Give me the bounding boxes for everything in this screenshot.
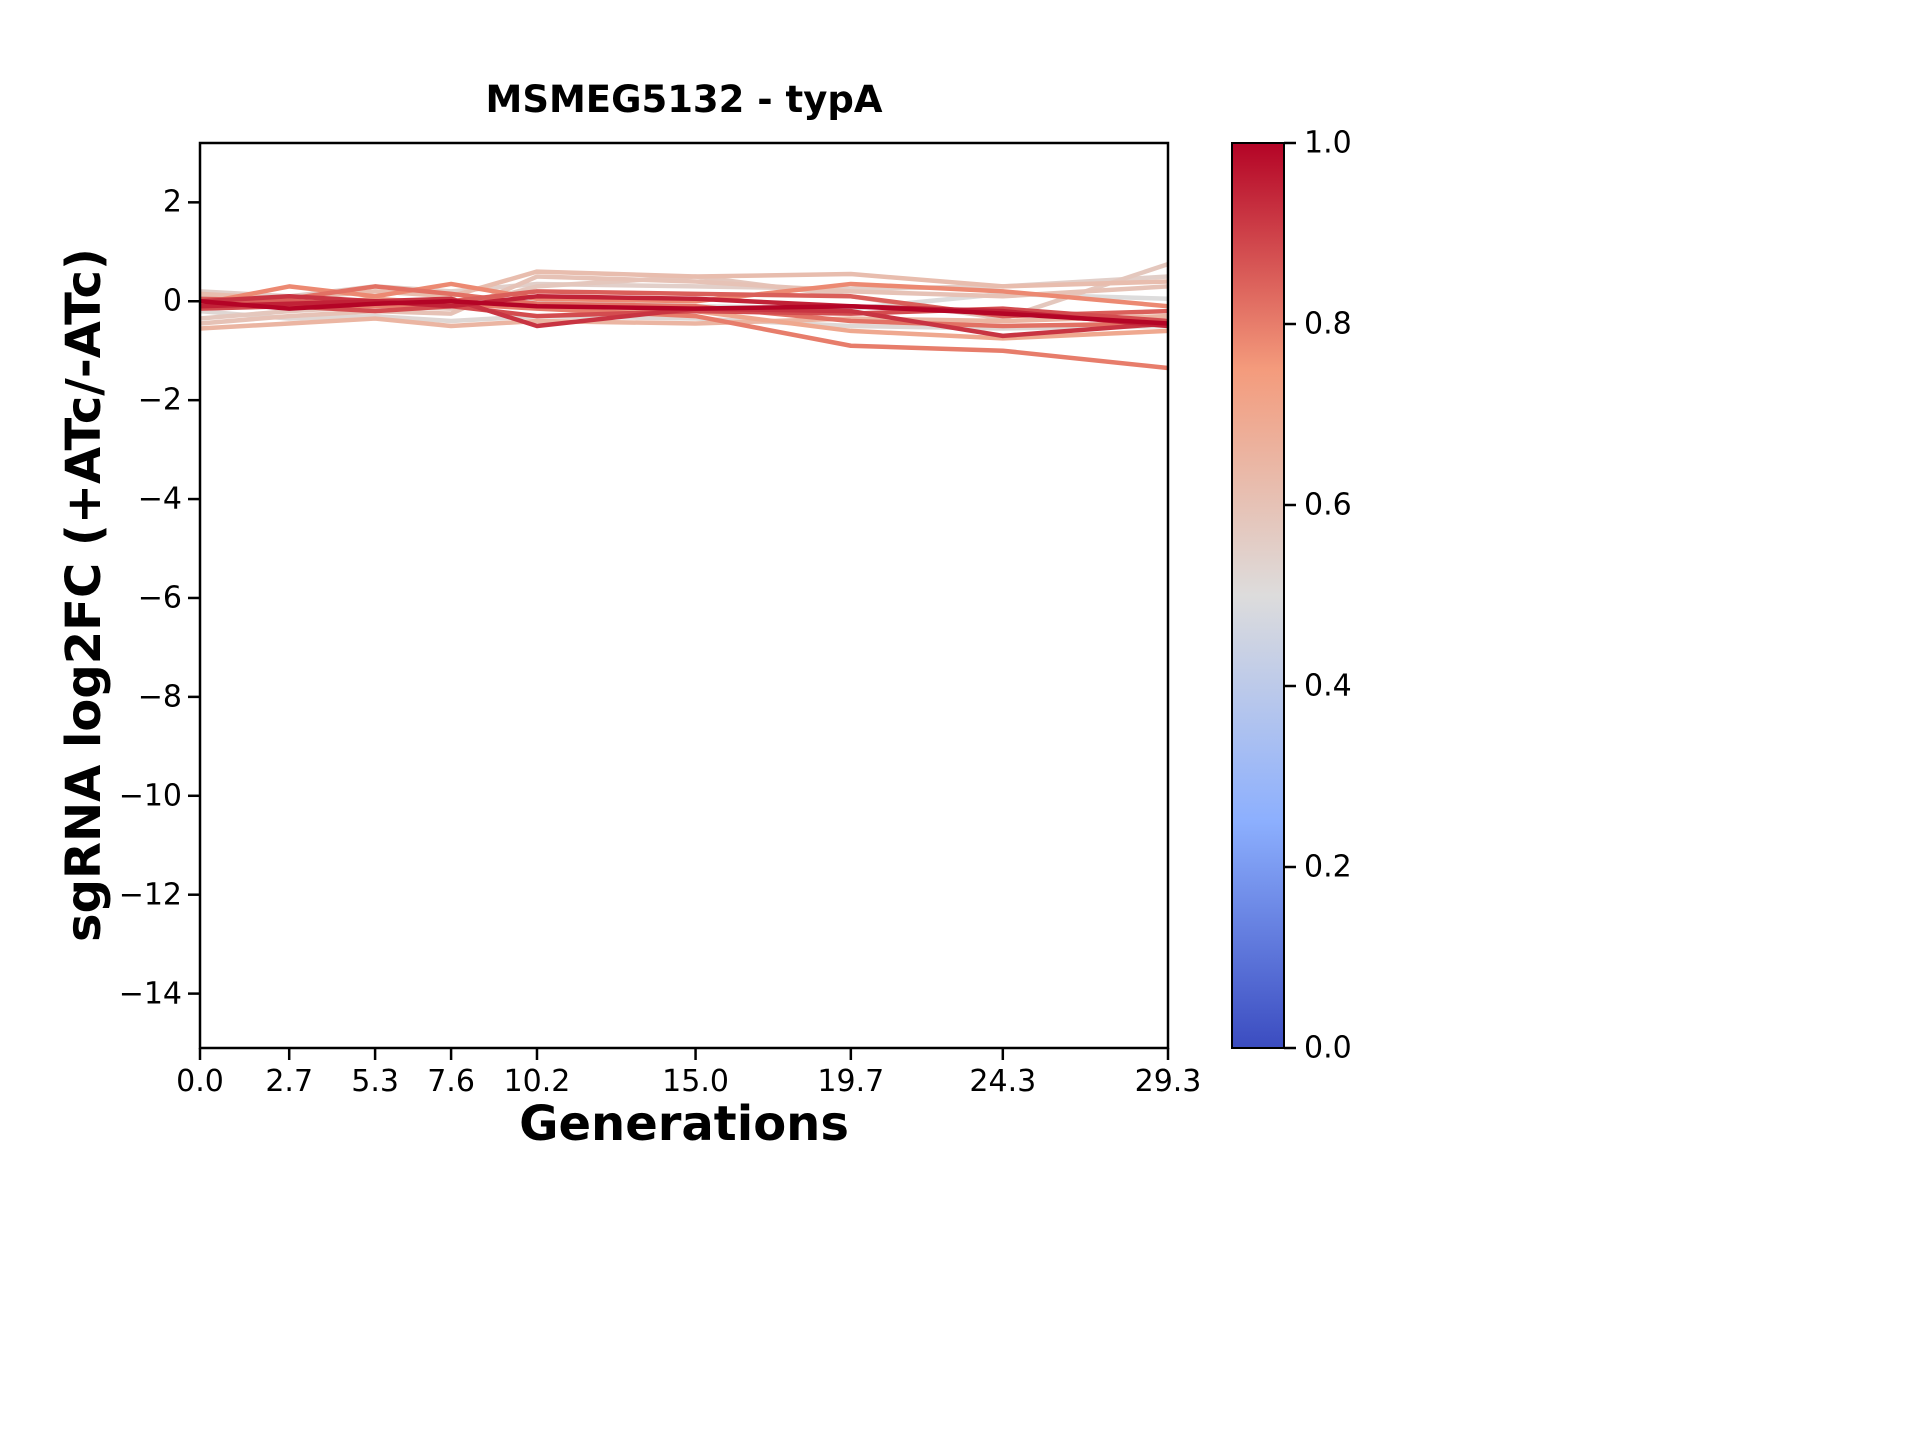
series-group — [200, 261, 1168, 371]
y-tick-label-−2: −2 — [137, 382, 182, 418]
x-tick-label-24.3: 24.3 — [969, 1064, 1037, 1099]
series-line-sgRNA-11 — [200, 284, 1168, 329]
y-tick-label-−8: −8 — [137, 679, 182, 715]
series-line-sgRNA-09 — [200, 281, 1168, 309]
x-axis-label: Generations — [519, 1096, 849, 1152]
y-tick-label-−12: −12 — [118, 877, 182, 913]
colorbar-border — [1231, 142, 1285, 1049]
y-tick-label-−14: −14 — [118, 976, 182, 1012]
x-tick-label-0.0: 0.0 — [176, 1064, 224, 1099]
x-tick-label-10.2: 10.2 — [503, 1064, 571, 1099]
colorbar-tick-label-0.6: 0.6 — [1304, 487, 1352, 523]
series-line-sgRNA-05 — [200, 274, 1168, 326]
y-tick-label-−6: −6 — [137, 580, 182, 616]
x-tick-label-5.3: 5.3 — [351, 1064, 399, 1099]
series-line-sgRNA-16 — [200, 299, 1168, 326]
x-tick-label-29.3: 29.3 — [1134, 1064, 1202, 1099]
y-tick-label-0: 0 — [162, 283, 182, 319]
x-tick-label-19.7: 19.7 — [817, 1064, 885, 1099]
colorbar-tick-label-0.0: 0.0 — [1304, 1030, 1352, 1066]
y-tick-label-−10: −10 — [118, 778, 182, 814]
colorbar-tick-label-0.2: 0.2 — [1304, 849, 1352, 885]
x-tick-label-2.7: 2.7 — [265, 1064, 314, 1099]
plot-border — [198, 141, 1170, 1050]
colorbar-tick-label-0.4: 0.4 — [1304, 668, 1352, 704]
colorbar-gradient — [1232, 143, 1284, 1048]
x-tick-label-15.0: 15.0 — [662, 1064, 729, 1099]
x-tick-label-7.6: 7.6 — [427, 1064, 475, 1099]
series-line-sgRNA-14 — [200, 294, 1168, 339]
y-tick-label-2: 2 — [162, 184, 182, 220]
chart-title: MSMEG5132 - typA — [485, 78, 883, 121]
colorbar-tick-label-0.8: 0.8 — [1304, 306, 1352, 342]
y-tick-label-−4: −4 — [137, 481, 182, 517]
series-line-sgRNA-07 — [200, 313, 1168, 331]
y-axis-label: sgRNA log2FC (+ATc/-ATc) — [56, 248, 112, 942]
colorbar-tick-label-1.0: 1.0 — [1304, 125, 1352, 161]
